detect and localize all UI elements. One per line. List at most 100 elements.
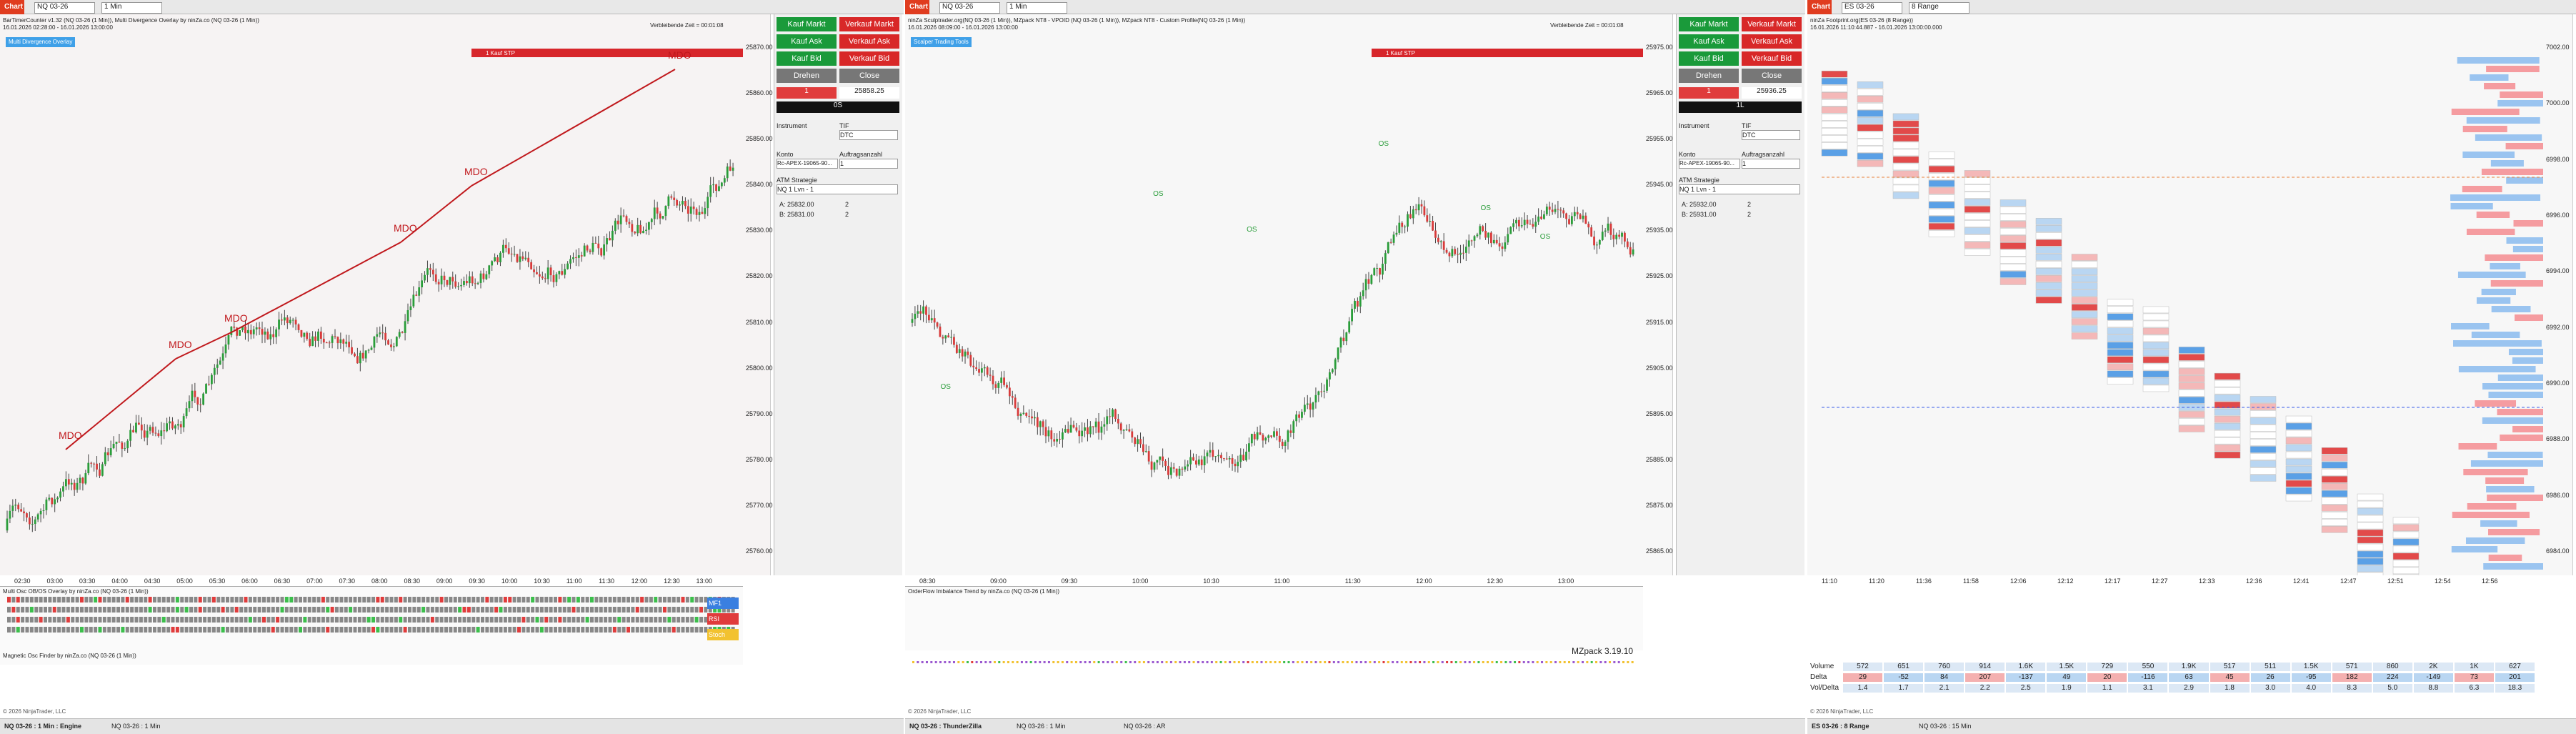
tif-select[interactable]: DTC: [839, 130, 898, 140]
shape: [1632, 249, 1634, 255]
shape: [80, 597, 84, 602]
shape: [175, 627, 179, 633]
shape: [539, 627, 544, 633]
interval-select[interactable]: 1 Min: [101, 2, 162, 14]
shape: [2392, 531, 2420, 539]
chart-tab-item[interactable]: NQ 03-26 : 1 Min: [111, 723, 161, 730]
account-select[interactable]: Rc-APEX-19065-90...: [1679, 159, 1740, 169]
count-input[interactable]: 1: [1742, 159, 1800, 169]
shape: [98, 597, 102, 602]
tif-select[interactable]: DTC: [1742, 130, 1800, 140]
shape: [1007, 661, 1009, 663]
shape: [1295, 414, 1298, 422]
instrument-select[interactable]: ES 03-26: [1842, 2, 1902, 14]
atm-select[interactable]: NQ 1 Lvn - 1: [777, 184, 898, 194]
shape: [1301, 661, 1304, 663]
shape: [1284, 442, 1287, 447]
count-input[interactable]: 1: [839, 159, 898, 169]
shape: [626, 597, 630, 602]
order-button[interactable]: Verkauf Markt: [839, 17, 899, 31]
order-button[interactable]: Drehen: [777, 69, 837, 83]
shape: [1323, 390, 1326, 392]
shape: [1014, 397, 1017, 408]
shape: [2451, 323, 2490, 329]
order-button[interactable]: Verkauf Bid: [1742, 51, 1802, 66]
shape: [403, 627, 407, 633]
shape: [594, 242, 597, 244]
order-button[interactable]: Verkauf Ask: [1742, 34, 1802, 49]
order-button[interactable]: Verkauf Markt: [1742, 17, 1802, 31]
shape: [1382, 661, 1385, 663]
shape: [1554, 661, 1557, 663]
order-button[interactable]: Verkauf Ask: [839, 34, 899, 49]
shape: [1429, 221, 1432, 222]
shape: [182, 416, 185, 427]
shape: [2490, 263, 2520, 269]
order-button[interactable]: Kauf Bid: [1679, 51, 1739, 66]
order-button[interactable]: Kauf Markt: [1679, 17, 1739, 31]
shape: [394, 627, 398, 633]
shape: [1373, 661, 1376, 663]
shape: [125, 597, 129, 602]
qty[interactable]: 1: [777, 87, 837, 99]
instrument-select[interactable]: NQ 03-26: [34, 2, 95, 14]
shape: [316, 597, 321, 602]
shape: [2481, 169, 2543, 175]
shape: [662, 216, 664, 219]
shape: [1382, 263, 1384, 275]
shape: [589, 250, 591, 252]
order-button[interactable]: Close: [839, 69, 899, 83]
shape: [2450, 194, 2541, 201]
shape: [944, 335, 947, 339]
order-button[interactable]: Close: [1742, 69, 1802, 83]
order-button[interactable]: Verkauf Bid: [839, 51, 899, 66]
chart-tab-item[interactable]: NQ 03-26 : 15 Min: [1919, 723, 1972, 730]
shape: [942, 337, 944, 339]
shape: [16, 627, 20, 633]
chart-tab-item[interactable]: NQ 03-26 : ThunderZilla: [909, 723, 982, 730]
shape: [2485, 477, 2525, 484]
shape: [499, 607, 503, 613]
chart-tab-item[interactable]: NQ 03-26 : AR: [1124, 723, 1166, 730]
shape: [571, 597, 576, 602]
order-button[interactable]: Kauf Ask: [777, 34, 837, 49]
shape: [1928, 187, 1955, 194]
shape: [658, 617, 662, 623]
shape: [667, 627, 672, 633]
shape: [2142, 385, 2170, 392]
chart-tab-item[interactable]: NQ 03-26 : 1 Min : Engine: [4, 723, 82, 730]
price-label: 25875.00: [1646, 501, 1673, 509]
shape: [1074, 661, 1077, 663]
chart-tab-item[interactable]: NQ 03-26 : 1 Min: [1017, 723, 1066, 730]
shape: [617, 617, 621, 623]
shape: [2476, 212, 2510, 218]
atm-select[interactable]: NQ 1 Lvn - 1: [1679, 184, 1800, 194]
shape: [474, 283, 476, 284]
interval-select[interactable]: 1 Min: [1007, 2, 1067, 14]
shape: [139, 597, 143, 602]
order-button[interactable]: Kauf Bid: [777, 51, 837, 66]
shape: [2000, 271, 2027, 278]
shape: [408, 627, 411, 633]
shape: [144, 597, 148, 602]
price-label: 6984.00: [2546, 547, 2570, 555]
chart-tab-item[interactable]: ES 03-26 : 8 Range: [1812, 723, 1869, 730]
shape: [75, 607, 79, 613]
shape: [166, 423, 169, 432]
shape: [45, 499, 48, 510]
order-button[interactable]: Kauf Ask: [1679, 34, 1739, 49]
order-button[interactable]: Drehen: [1679, 69, 1739, 83]
shape: [485, 627, 489, 633]
shape: [314, 336, 316, 341]
shape: [286, 317, 289, 324]
shape: [188, 401, 191, 409]
shape: [950, 337, 952, 338]
account-select[interactable]: Rc-APEX-19065-90...: [777, 159, 838, 169]
instrument-select[interactable]: NQ 03-26: [939, 2, 1000, 14]
shape: [458, 607, 462, 613]
interval-select[interactable]: 8 Range: [1909, 2, 1970, 14]
order-button[interactable]: Kauf Markt: [777, 17, 837, 31]
shape: [1161, 661, 1164, 663]
qty[interactable]: 1: [1679, 87, 1739, 99]
shape: [1514, 661, 1517, 663]
